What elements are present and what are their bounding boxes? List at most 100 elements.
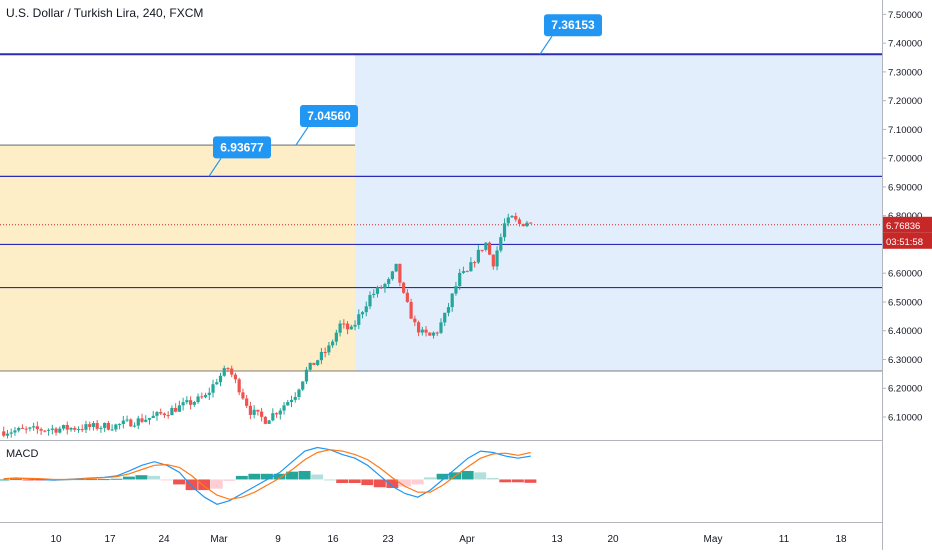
price-tick-label: 6.80000 [888, 211, 922, 222]
candle-body [431, 332, 436, 336]
candle-body [487, 242, 492, 255]
candle-body [189, 400, 193, 405]
callout-pointer [295, 126, 309, 146]
candle-body [450, 293, 454, 308]
candle-body [5, 433, 10, 436]
candle-body [349, 326, 353, 330]
callout-pointer [539, 35, 553, 55]
time-tick-label: 13 [551, 534, 563, 545]
candle-body [289, 399, 294, 403]
candle-body [88, 424, 92, 427]
candle-body [80, 429, 84, 431]
candle-body [446, 307, 451, 313]
blue-zone [355, 54, 882, 371]
callout-pointer [208, 158, 222, 177]
time-tick-label: 10 [50, 534, 62, 545]
candle-body [91, 423, 96, 427]
macd-histogram-bar [499, 479, 512, 483]
candle-body [43, 430, 47, 432]
candle-body [136, 418, 140, 426]
candle-body [114, 424, 118, 430]
candle-body [301, 381, 305, 390]
candle-body [502, 223, 507, 238]
macd-histogram-bar [110, 478, 123, 480]
macd-histogram-bar [173, 479, 186, 485]
candle-body [147, 417, 152, 420]
macd-histogram-bar [210, 479, 223, 489]
candle-body [402, 282, 406, 293]
candle-body [480, 249, 484, 251]
candle-body [390, 271, 395, 280]
candle-body [316, 360, 320, 365]
candle-body [39, 429, 43, 431]
time-tick-label: 9 [275, 534, 281, 545]
price-tick-label: 6.20000 [888, 384, 922, 395]
price-tick-label: 6.10000 [888, 412, 922, 423]
candle-body [345, 323, 350, 330]
time-tick-label: 16 [327, 534, 339, 545]
candle-body [84, 424, 88, 430]
candle-body [226, 368, 230, 370]
candle-body [245, 398, 249, 406]
candle-body [174, 407, 178, 412]
levels-layer [0, 53, 882, 289]
candle-body [76, 429, 81, 431]
macd-histogram-bar [474, 472, 487, 480]
candle-body [413, 318, 417, 323]
macd-histogram-bar [286, 471, 298, 480]
candle-body [517, 219, 522, 224]
candle-body [499, 237, 503, 251]
candle-body [162, 413, 167, 416]
candle-body [177, 405, 181, 412]
macd-histogram-bar [122, 476, 135, 480]
callout-box [544, 14, 602, 37]
price-tick-label: 7.10000 [888, 125, 922, 136]
candle-body [241, 392, 245, 399]
time-tick-label: Mar [210, 534, 228, 545]
macd-histogram-bar [511, 479, 524, 483]
candle-body [319, 351, 324, 361]
candle-body [323, 351, 327, 353]
candle-body [383, 283, 387, 289]
candle-body [420, 329, 424, 333]
macd-histogram-bar [461, 470, 474, 480]
price-tick-label: 7.20000 [888, 96, 922, 107]
candle-body [338, 323, 342, 333]
candle-body [525, 222, 529, 227]
current-price-label: 6.76836 [886, 221, 920, 232]
candle-body [46, 429, 51, 431]
time-tick-label: 20 [607, 534, 619, 545]
macd-histogram-bar [0, 479, 10, 481]
candle-body [334, 332, 338, 342]
candle-body [458, 272, 462, 287]
callout-label: 7.36153 [551, 18, 595, 32]
macd-histogram-bar [311, 474, 324, 480]
candles-layer [2, 212, 533, 439]
macd-histogram-bar [273, 473, 286, 480]
candle-body [117, 423, 122, 425]
candle-body [170, 407, 174, 416]
candle-body [200, 396, 204, 398]
zones-layer [0, 54, 882, 372]
macd-histogram-bar [524, 479, 537, 483]
macd-histogram-bar [248, 473, 261, 480]
macd-histogram-bar [97, 479, 110, 481]
macd-histogram-bar [10, 479, 22, 481]
macd-title: MACD [6, 448, 39, 460]
candle-body [95, 423, 99, 429]
callout-box [213, 136, 271, 159]
candle-body [372, 293, 376, 296]
macd-histogram-bar [22, 479, 35, 481]
candle-body [398, 263, 402, 283]
current-price-tag [883, 216, 932, 233]
candle-body [233, 374, 238, 380]
candle-body [132, 425, 137, 427]
time-tick-label: May [704, 534, 723, 545]
candle-body [185, 400, 189, 403]
candle-body [65, 424, 69, 430]
candle-body [125, 419, 129, 421]
candle-body [215, 382, 219, 385]
candle-body [140, 418, 144, 422]
